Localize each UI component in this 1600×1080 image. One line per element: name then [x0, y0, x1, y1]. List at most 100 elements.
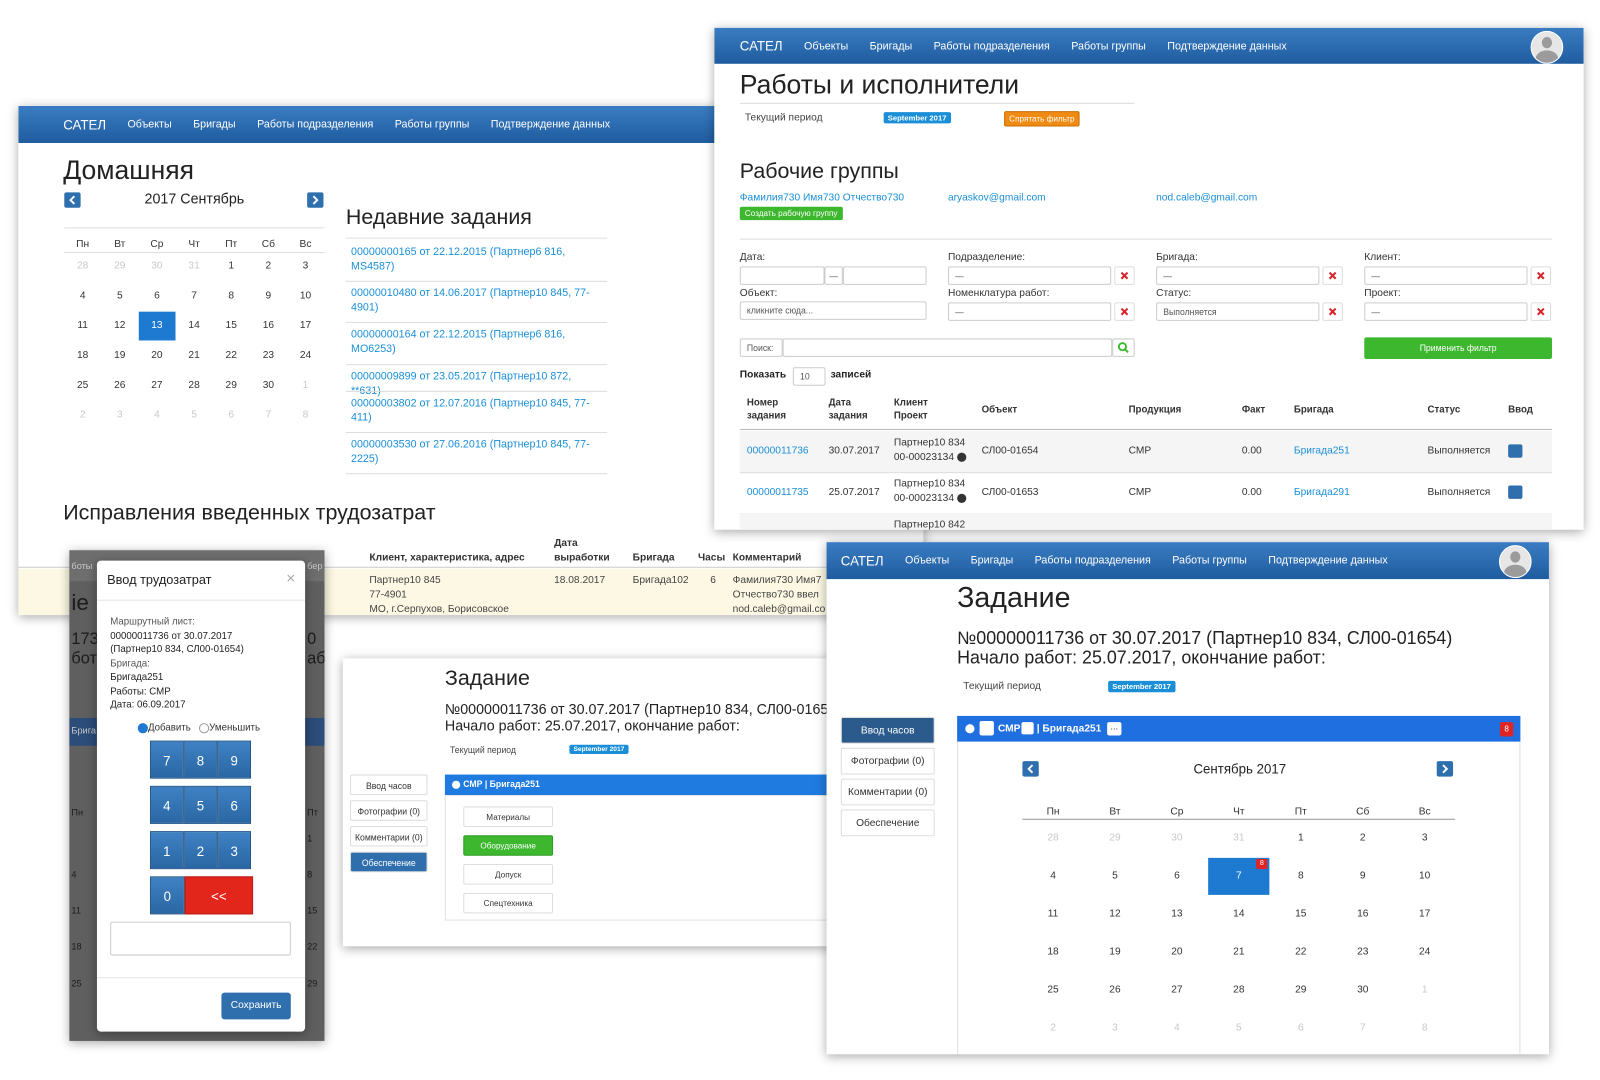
brand[interactable]: САТЕЛ — [739, 38, 783, 54]
radio[interactable] — [198, 723, 210, 734]
day[interactable]: 31 — [1233, 832, 1245, 844]
day[interactable]: 13 — [1171, 908, 1183, 920]
clear-button[interactable] — [1322, 266, 1343, 285]
day[interactable]: 26 — [114, 379, 126, 391]
day[interactable]: 29 — [225, 379, 237, 391]
day[interactable]: 27 — [1171, 984, 1183, 996]
day[interactable]: 3 — [116, 409, 123, 421]
collapse-icon[interactable] — [965, 724, 975, 734]
day[interactable]: 17 — [1418, 908, 1431, 920]
page-size-select[interactable]: 10 — [792, 367, 826, 386]
day[interactable]: 19 — [1109, 946, 1121, 958]
day[interactable]: 14 — [1233, 908, 1245, 920]
nav-link[interactable]: Работы подразделения — [1034, 554, 1151, 567]
date-to-input[interactable] — [842, 266, 927, 285]
task-link[interactable]: 00000000165 от 22.12.2015 (Партнер6 816,… — [351, 245, 566, 273]
next-month[interactable] — [307, 192, 324, 208]
next-month[interactable] — [1436, 761, 1454, 777]
backspace-key[interactable]: << — [184, 876, 254, 915]
day[interactable]: 4 — [79, 290, 86, 302]
day[interactable]: 21 — [188, 349, 200, 362]
collapse-icon[interactable] — [452, 780, 461, 789]
filter-select[interactable]: — — [1364, 302, 1528, 321]
side-tab[interactable]: Ввод часов — [840, 716, 935, 744]
day[interactable]: 23 — [262, 349, 275, 362]
filter-select[interactable]: Выполняется — [1156, 302, 1320, 321]
work-menu[interactable] — [1021, 722, 1034, 735]
day[interactable]: 23 — [1357, 946, 1369, 958]
clear-button[interactable] — [1114, 266, 1135, 285]
nav-link[interactable]: Объекты — [803, 39, 849, 52]
nav-link[interactable]: Объекты — [127, 118, 172, 131]
nav-link[interactable]: Объекты — [904, 554, 950, 567]
day[interactable]: 22 — [225, 349, 237, 362]
day[interactable]: 16 — [262, 319, 275, 332]
day[interactable]: 12 — [1109, 908, 1121, 920]
cell-number[interactable]: 00000011736 — [746, 445, 809, 457]
day[interactable]: 6 — [154, 290, 160, 302]
keypad-key[interactable]: 6 — [217, 785, 252, 824]
day[interactable]: 30 — [262, 379, 275, 391]
search-input[interactable] — [782, 338, 1113, 357]
day[interactable]: 2 — [1050, 1022, 1056, 1034]
prev-month[interactable] — [1022, 761, 1039, 777]
selected-day[interactable]: 8 — [1208, 857, 1270, 895]
day[interactable]: 30 — [151, 260, 163, 272]
day[interactable]: 29 — [1295, 984, 1307, 996]
keypad-key[interactable]: 8 — [183, 740, 218, 779]
object-input[interactable]: кликните сюда... — [739, 301, 927, 320]
day[interactable]: 20 — [151, 349, 163, 362]
nav-link[interactable]: Работы группы — [394, 118, 470, 131]
day[interactable]: 9 — [1359, 870, 1366, 882]
task-link[interactable]: 00000000164 от 22.12.2015 (Партнер6 816,… — [351, 328, 566, 355]
day[interactable]: 1 — [1421, 984, 1428, 996]
day[interactable]: 22 — [1295, 946, 1307, 958]
clear-button[interactable] — [1114, 302, 1135, 321]
day[interactable]: 29 — [114, 260, 126, 272]
day[interactable]: 8 — [1297, 870, 1304, 882]
radio-label[interactable]: Уменьшить — [209, 722, 261, 734]
nav-link[interactable]: Бригады — [869, 39, 913, 52]
day[interactable]: 5 — [191, 409, 197, 421]
day[interactable]: 4 — [1174, 1022, 1180, 1034]
day[interactable]: 8 — [302, 409, 309, 421]
day[interactable]: 19 — [114, 349, 126, 362]
keypad-key[interactable]: 2 — [183, 831, 218, 870]
day[interactable]: 21 — [1233, 946, 1245, 958]
cell-brigade[interactable]: Бригада291 — [1293, 486, 1350, 498]
side-tab[interactable]: Фотографии (0) — [840, 747, 935, 775]
group-member[interactable]: aryaskov@gmail.com — [947, 192, 1046, 204]
save-button[interactable]: Сохранить — [221, 992, 291, 1020]
day[interactable]: 16 — [1357, 908, 1369, 920]
search-button[interactable] — [1112, 338, 1135, 357]
day[interactable]: 30 — [1357, 984, 1369, 996]
day[interactable]: 7 — [1359, 1022, 1366, 1034]
clear-button[interactable] — [1530, 302, 1552, 321]
nav-link[interactable]: Работы подразделения — [933, 39, 1050, 52]
day[interactable]: 5 — [116, 290, 123, 302]
day[interactable]: 6 — [1297, 1022, 1304, 1034]
day[interactable]: 8 — [228, 290, 235, 302]
side-tab[interactable]: Обеспечение — [349, 851, 428, 873]
nav-link[interactable]: Подтверждение данных — [1268, 554, 1388, 567]
side-tab[interactable]: Комментарии (0) — [840, 778, 935, 806]
brand[interactable]: САТЕЛ — [840, 552, 884, 569]
filter-select[interactable]: — — [947, 302, 1112, 321]
apply-filter-button[interactable]: Применить фильтр — [1364, 337, 1553, 359]
day[interactable]: 24 — [1418, 946, 1431, 958]
day[interactable]: 28 — [188, 379, 200, 391]
create-group-button[interactable]: Создать рабочую группу — [739, 206, 843, 221]
day[interactable]: 15 — [225, 319, 237, 332]
day[interactable]: 17 — [299, 319, 312, 332]
filter-select[interactable]: — — [1156, 266, 1320, 285]
day[interactable]: 8 — [1421, 1022, 1428, 1034]
supply-button[interactable]: Оборудование — [463, 835, 554, 856]
checkbox[interactable] — [979, 721, 994, 736]
day[interactable]: 28 — [1047, 832, 1059, 844]
day[interactable]: 3 — [1112, 1022, 1118, 1034]
day[interactable]: 15 — [1295, 908, 1307, 920]
supply-button[interactable]: Допуск — [463, 864, 554, 885]
day[interactable]: 14 — [188, 319, 200, 332]
date-from-input[interactable] — [739, 266, 825, 285]
day[interactable]: 4 — [154, 409, 160, 421]
